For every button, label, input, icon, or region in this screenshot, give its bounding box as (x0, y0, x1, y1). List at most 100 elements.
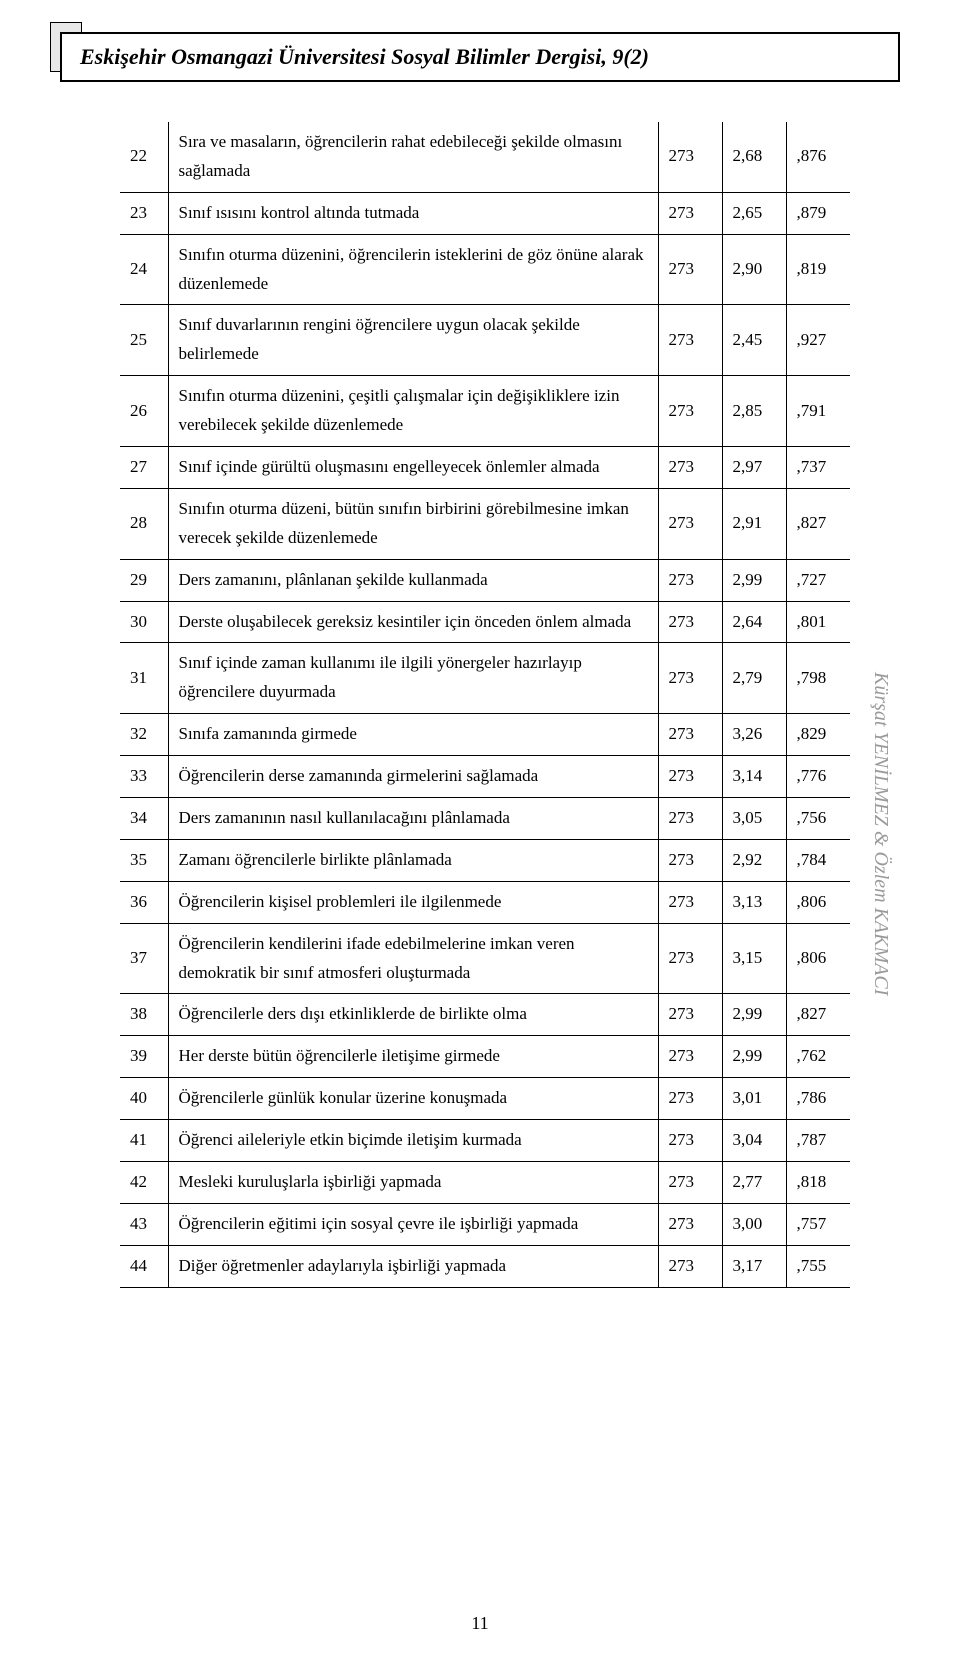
row-index: 40 (120, 1078, 168, 1120)
row-mean: 2,64 (722, 601, 786, 643)
row-n: 273 (658, 923, 722, 994)
table-row: 43Öğrencilerin eğitimi için sosyal çevre… (120, 1203, 850, 1245)
row-n: 273 (658, 881, 722, 923)
table-row: 30Derste oluşabilecek gereksiz kesintile… (120, 601, 850, 643)
row-n: 273 (658, 376, 722, 447)
row-mean: 2,68 (722, 122, 786, 192)
row-sd: ,727 (786, 559, 850, 601)
table-row: 42Mesleki kuruluşlarla işbirliği yapmada… (120, 1162, 850, 1204)
row-index: 29 (120, 559, 168, 601)
row-description: Öğrencilerin derse zamanında girmelerini… (168, 756, 658, 798)
main-content: 22Sıra ve masaların, öğrencilerin rahat … (0, 82, 960, 1288)
row-n: 273 (658, 1036, 722, 1078)
row-n: 273 (658, 798, 722, 840)
row-sd: ,798 (786, 643, 850, 714)
author-sidebar: Kürşat YENİLMEZ & Özlem KAKMACI (869, 672, 892, 995)
page-number: 11 (0, 1613, 960, 1634)
row-mean: 3,15 (722, 923, 786, 994)
row-description: Sınıf içinde gürültü oluşmasını engelley… (168, 447, 658, 489)
row-mean: 2,45 (722, 305, 786, 376)
row-mean: 3,14 (722, 756, 786, 798)
row-sd: ,791 (786, 376, 850, 447)
row-sd: ,827 (786, 488, 850, 559)
table-row: 24Sınıfın oturma düzenini, öğrencilerin … (120, 234, 850, 305)
row-sd: ,876 (786, 122, 850, 192)
journal-title: Eskişehir Osmangazi Üniversitesi Sosyal … (80, 44, 649, 69)
row-index: 37 (120, 923, 168, 994)
row-sd: ,927 (786, 305, 850, 376)
row-index: 42 (120, 1162, 168, 1204)
table-row: 25Sınıf duvarlarının rengini öğrencilere… (120, 305, 850, 376)
row-n: 273 (658, 839, 722, 881)
table-row: 29Ders zamanını, plânlanan şekilde kulla… (120, 559, 850, 601)
row-n: 273 (658, 192, 722, 234)
row-description: Ders zamanının nasıl kullanılacağını plâ… (168, 798, 658, 840)
table-row: 31Sınıf içinde zaman kullanımı ile ilgil… (120, 643, 850, 714)
row-index: 25 (120, 305, 168, 376)
table-row: 27Sınıf içinde gürültü oluşmasını engell… (120, 447, 850, 489)
row-mean: 2,79 (722, 643, 786, 714)
table-row: 26Sınıfın oturma düzenini, çeşitli çalış… (120, 376, 850, 447)
row-mean: 3,26 (722, 714, 786, 756)
row-n: 273 (658, 1203, 722, 1245)
row-sd: ,827 (786, 994, 850, 1036)
row-description: Sınıf duvarlarının rengini öğrencilere u… (168, 305, 658, 376)
table-row: 40Öğrencilerle günlük konular üzerine ko… (120, 1078, 850, 1120)
row-index: 34 (120, 798, 168, 840)
row-n: 273 (658, 994, 722, 1036)
table-row: 34Ders zamanının nasıl kullanılacağını p… (120, 798, 850, 840)
row-index: 41 (120, 1120, 168, 1162)
row-sd: ,757 (786, 1203, 850, 1245)
row-mean: 3,01 (722, 1078, 786, 1120)
row-n: 273 (658, 1120, 722, 1162)
table-row: 44Diğer öğretmenler adaylarıyla işbirliğ… (120, 1245, 850, 1287)
row-index: 26 (120, 376, 168, 447)
row-index: 30 (120, 601, 168, 643)
row-sd: ,806 (786, 923, 850, 994)
row-sd: ,806 (786, 881, 850, 923)
row-sd: ,801 (786, 601, 850, 643)
row-description: Öğrencilerin eğitimi için sosyal çevre i… (168, 1203, 658, 1245)
row-n: 273 (658, 1245, 722, 1287)
row-n: 273 (658, 1078, 722, 1120)
row-n: 273 (658, 643, 722, 714)
row-mean: 2,99 (722, 1036, 786, 1078)
row-index: 23 (120, 192, 168, 234)
row-description: Sınıf ısısını kontrol altında tutmada (168, 192, 658, 234)
row-index: 22 (120, 122, 168, 192)
row-mean: 3,13 (722, 881, 786, 923)
journal-title-frame: Eskişehir Osmangazi Üniversitesi Sosyal … (60, 32, 900, 82)
row-index: 36 (120, 881, 168, 923)
row-n: 273 (658, 1162, 722, 1204)
row-sd: ,819 (786, 234, 850, 305)
journal-header: Eskişehir Osmangazi Üniversitesi Sosyal … (60, 32, 900, 82)
row-n: 273 (658, 756, 722, 798)
row-description: Zamanı öğrencilerle birlikte plânlamada (168, 839, 658, 881)
row-mean: 2,92 (722, 839, 786, 881)
row-description: Ders zamanını, plânlanan şekilde kullanm… (168, 559, 658, 601)
row-mean: 3,00 (722, 1203, 786, 1245)
row-sd: ,829 (786, 714, 850, 756)
table-row: 32Sınıfa zamanında girmede2733,26,829 (120, 714, 850, 756)
survey-table: 22Sıra ve masaların, öğrencilerin rahat … (120, 122, 850, 1288)
row-description: Öğrenci aileleriyle etkin biçimde iletiş… (168, 1120, 658, 1162)
table-row: 41Öğrenci aileleriyle etkin biçimde ilet… (120, 1120, 850, 1162)
row-description: Her derste bütün öğrencilerle iletişime … (168, 1036, 658, 1078)
row-description: Sınıfın oturma düzeni, bütün sınıfın bir… (168, 488, 658, 559)
row-n: 273 (658, 601, 722, 643)
row-mean: 2,99 (722, 994, 786, 1036)
row-sd: ,787 (786, 1120, 850, 1162)
row-mean: 2,90 (722, 234, 786, 305)
row-description: Sınıf içinde zaman kullanımı ile ilgili … (168, 643, 658, 714)
row-n: 273 (658, 488, 722, 559)
row-n: 273 (658, 559, 722, 601)
table-row: 39Her derste bütün öğrencilerle iletişim… (120, 1036, 850, 1078)
row-index: 39 (120, 1036, 168, 1078)
table-row: 35Zamanı öğrencilerle birlikte plânlamad… (120, 839, 850, 881)
row-description: Öğrencilerin kişisel problemleri ile ilg… (168, 881, 658, 923)
row-sd: ,737 (786, 447, 850, 489)
row-mean: 2,97 (722, 447, 786, 489)
row-sd: ,818 (786, 1162, 850, 1204)
table-row: 28Sınıfın oturma düzeni, bütün sınıfın b… (120, 488, 850, 559)
row-n: 273 (658, 122, 722, 192)
